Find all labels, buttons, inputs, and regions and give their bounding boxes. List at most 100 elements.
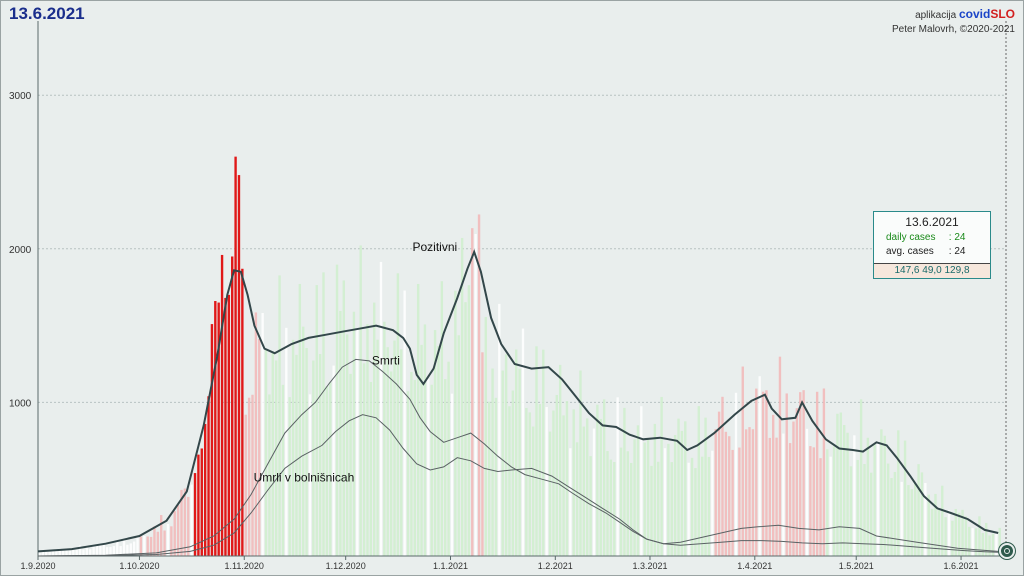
daily-bar [775,437,778,556]
daily-bar [988,535,991,556]
daily-bar [744,429,748,556]
daily-bar [937,509,941,556]
daily-bar [856,459,859,556]
daily-bar [866,437,870,556]
daily-bar [295,354,298,556]
daily-bar [623,407,626,556]
daily-bar [826,449,829,556]
daily-bar [859,399,863,556]
x-tick-label: 1.6.2021 [944,561,979,571]
daily-bar [433,330,437,556]
daily-bar [481,352,484,556]
daily-bar [626,451,629,556]
daily-bar [640,406,643,556]
daily-bar [667,443,670,556]
daily-bar [778,356,782,556]
daily-bar [903,440,907,556]
daily-bar [680,430,684,556]
date-title: 13.6.2021 [9,4,85,23]
daily-bar [180,489,183,556]
daily-bar [515,349,518,556]
daily-bar [920,472,924,556]
series-annotation: Pozitivni [412,240,457,254]
daily-bar [714,429,717,556]
daily-bar [410,371,413,556]
daily-bar [389,371,393,556]
daily-bar [650,465,653,556]
daily-bar [247,397,251,556]
daily-bar [978,516,981,556]
daily-bar [129,543,132,556]
daily-bar [731,449,734,556]
daily-bar [416,283,420,556]
daily-bar [430,384,433,556]
daily-bar [653,423,657,556]
daily-bar [102,544,105,556]
daily-bar [38,552,41,556]
daily-bar [893,471,897,556]
daily-bar [474,233,477,556]
daily-bar [954,508,957,556]
daily-bar [153,526,156,556]
daily-bar [579,370,582,556]
daily-bar [883,435,886,556]
daily-bar [214,301,217,556]
daily-bar [910,489,914,556]
daily-bar [711,450,714,556]
daily-bar [548,431,552,556]
daily-bar [741,366,744,556]
daily-bar [85,547,89,556]
daily-bar [143,535,146,556]
daily-bar [75,549,78,556]
daily-bar [863,464,866,556]
daily-bar [575,442,579,556]
daily-bar [376,339,379,556]
daily-bar [322,272,325,556]
daily-bar [677,418,680,556]
timeline-end-marker[interactable] [999,543,1015,559]
daily-bar [944,517,947,556]
daily-bar [112,546,116,556]
daily-bar [231,256,234,556]
daily-bar [799,392,802,556]
daily-bar [386,347,389,556]
daily-bar [957,512,961,556]
daily-bar [356,328,359,556]
daily-bar [210,324,214,556]
daily-bar [349,373,352,556]
daily-bar [72,548,75,556]
daily-bar [285,327,288,556]
daily-bar [836,413,839,556]
daily-bar [971,528,974,556]
daily-bar [467,285,471,556]
daily-bar [985,522,988,556]
daily-bar [961,509,964,556]
daily-bar [849,466,853,556]
daily-bar [487,401,491,556]
daily-bar [244,414,247,556]
daily-bar [126,544,129,556]
info-daily-value: : 24 [948,232,966,243]
x-tick-label: 1.4.2021 [737,561,772,571]
x-tick-label: 1.10.2020 [119,561,159,571]
daily-bar [947,510,951,556]
daily-bar [924,482,927,556]
daily-bar [914,483,917,556]
daily-bar [325,386,329,556]
daily-bar [359,245,362,556]
daily-bar [166,523,170,556]
daily-bar [616,397,619,556]
daily-bar [99,544,102,556]
daily-bar [224,297,227,556]
daily-bar [839,412,843,556]
daily-bar [315,285,318,556]
daily-bar [673,435,677,556]
daily-bar [609,459,613,556]
info-avg-row: avg. cases : 24 [874,246,990,257]
daily-bar [149,536,153,556]
daily-bar [785,393,788,556]
daily-bar [420,344,423,556]
daily-bar [427,378,430,556]
